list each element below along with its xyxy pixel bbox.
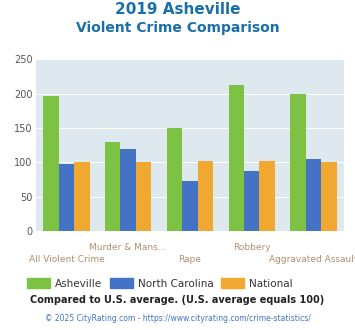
Text: Murder & Mans...: Murder & Mans... [89, 243, 167, 251]
Bar [198, 161, 213, 231]
Bar [105, 142, 120, 231]
Legend: Asheville, North Carolina, National: Asheville, North Carolina, National [23, 274, 297, 293]
Text: 2019 Asheville: 2019 Asheville [115, 2, 240, 16]
Bar [290, 94, 306, 231]
Bar [120, 148, 136, 231]
Text: Compared to U.S. average. (U.S. average equals 100): Compared to U.S. average. (U.S. average … [31, 295, 324, 305]
Text: Violent Crime Comparison: Violent Crime Comparison [76, 21, 279, 35]
Text: © 2025 CityRating.com - https://www.cityrating.com/crime-statistics/: © 2025 CityRating.com - https://www.city… [45, 314, 310, 323]
Bar [306, 159, 321, 231]
Bar [136, 162, 151, 231]
Text: Robbery: Robbery [233, 243, 271, 251]
Bar [229, 85, 244, 231]
Bar [167, 128, 182, 231]
Bar [244, 171, 260, 231]
Text: All Violent Crime: All Violent Crime [28, 255, 104, 264]
Bar [321, 162, 337, 231]
Text: Aggravated Assault: Aggravated Assault [269, 255, 355, 264]
Bar [182, 181, 198, 231]
Bar [74, 162, 89, 231]
Bar [43, 96, 59, 231]
Bar [260, 161, 275, 231]
Bar [59, 164, 74, 231]
Text: Rape: Rape [179, 255, 201, 264]
